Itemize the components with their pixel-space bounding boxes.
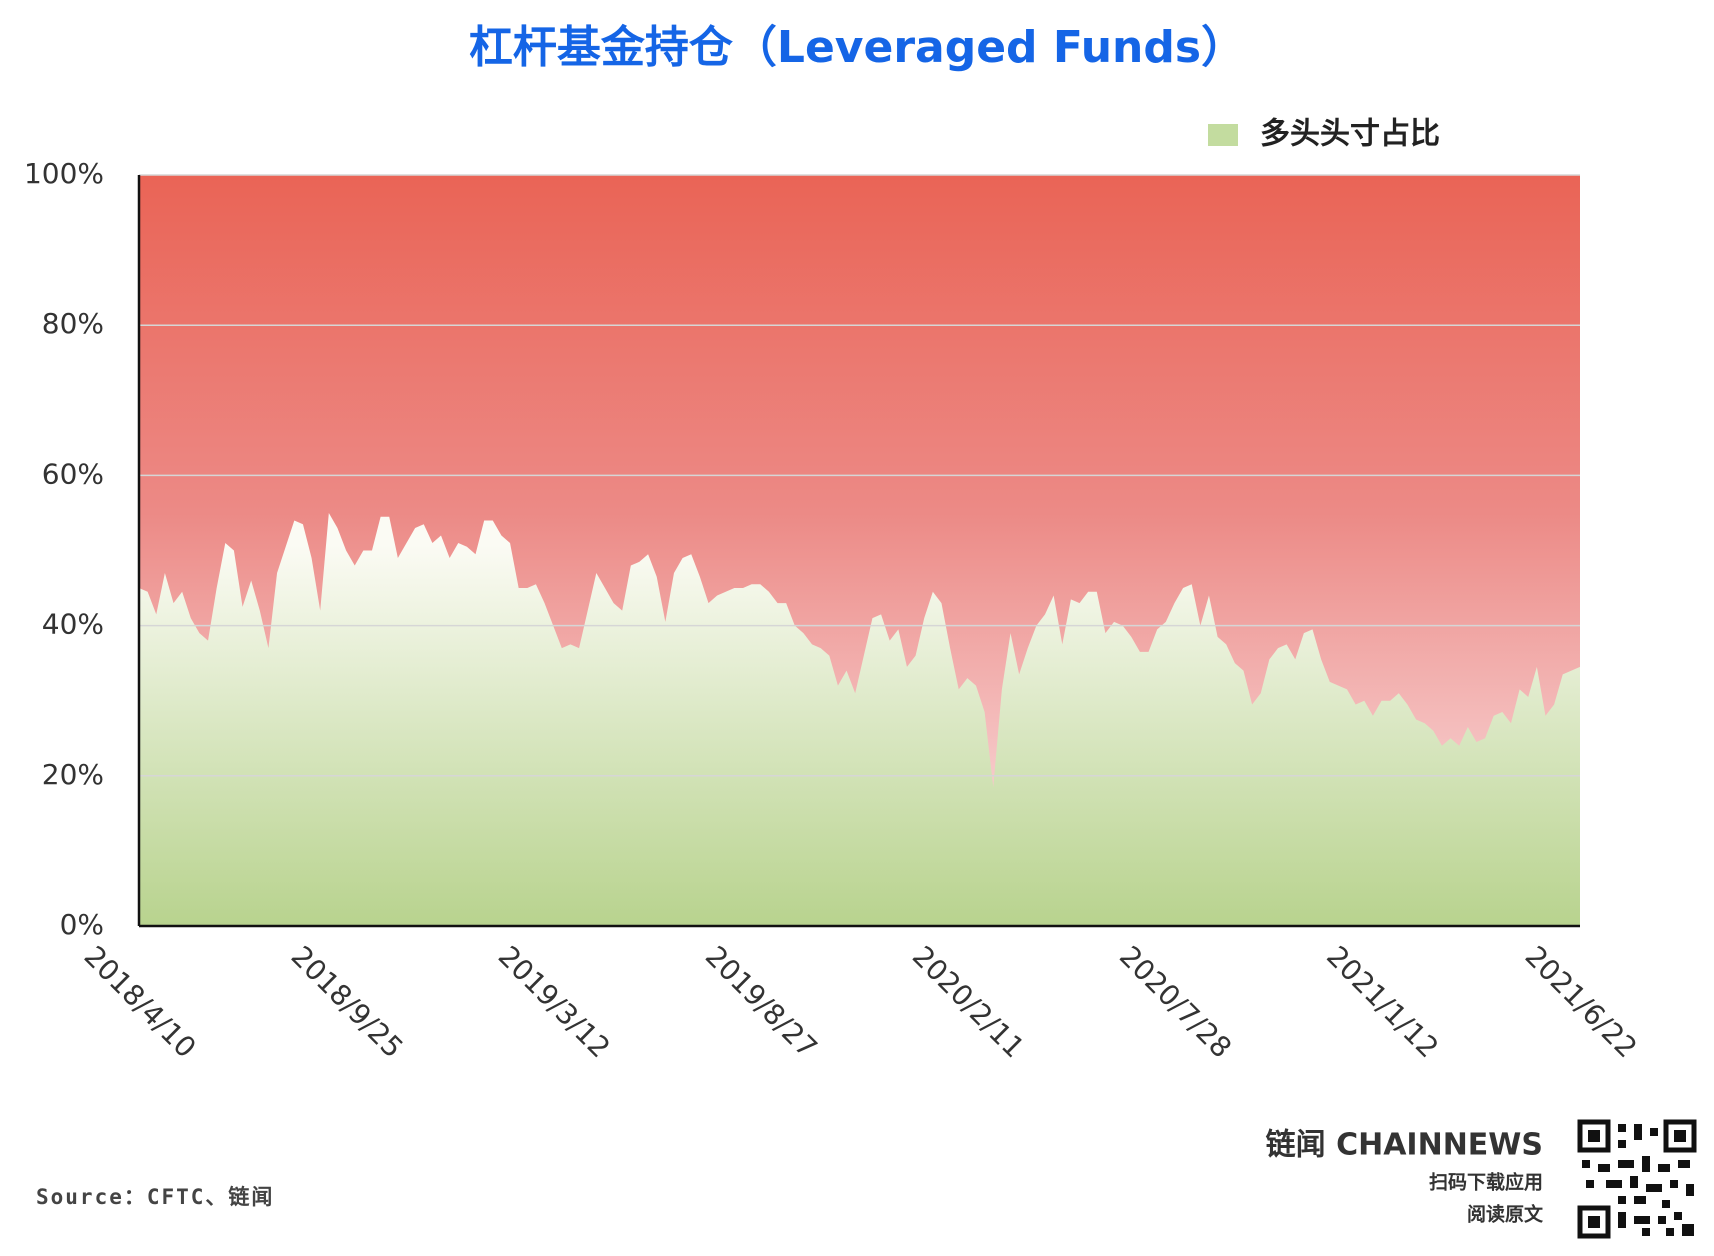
area	[139, 512, 1580, 926]
y-tick-label: 20%	[42, 758, 104, 791]
x-tick-label: 2020/2/11	[906, 940, 1031, 1065]
y-tick-label: 80%	[42, 307, 104, 340]
source-note: Source：CFTC、链闻	[36, 1185, 274, 1209]
chart-title: 杠杆基金持仓（Leveraged Funds）	[469, 22, 1245, 73]
x-tick-label: 2019/8/27	[699, 940, 824, 1065]
qr-code	[1577, 1119, 1697, 1239]
x-tick-label: 2018/4/10	[78, 940, 203, 1065]
y-tick-label: 60%	[42, 457, 104, 490]
brand-line: 阅读原文	[1467, 1203, 1544, 1226]
legend-swatch	[1208, 124, 1238, 146]
y-tick-label: 100%	[24, 157, 104, 190]
y-tick-label: 40%	[42, 608, 104, 641]
x-tick-label: 2021/6/22	[1519, 940, 1644, 1065]
legend-label: 多头头寸占比	[1260, 117, 1440, 152]
y-tick-label: 0%	[60, 908, 104, 941]
x-tick-label: 2020/7/28	[1113, 940, 1238, 1065]
x-tick-label: 2018/9/25	[285, 940, 410, 1065]
x-tick-label: 2021/1/12	[1320, 940, 1445, 1065]
x-tick-label: 2019/3/12	[492, 940, 617, 1065]
brand-name: 链闻 CHAINNEWS	[1266, 1128, 1543, 1163]
brand-line: 扫码下载应用	[1429, 1171, 1543, 1194]
